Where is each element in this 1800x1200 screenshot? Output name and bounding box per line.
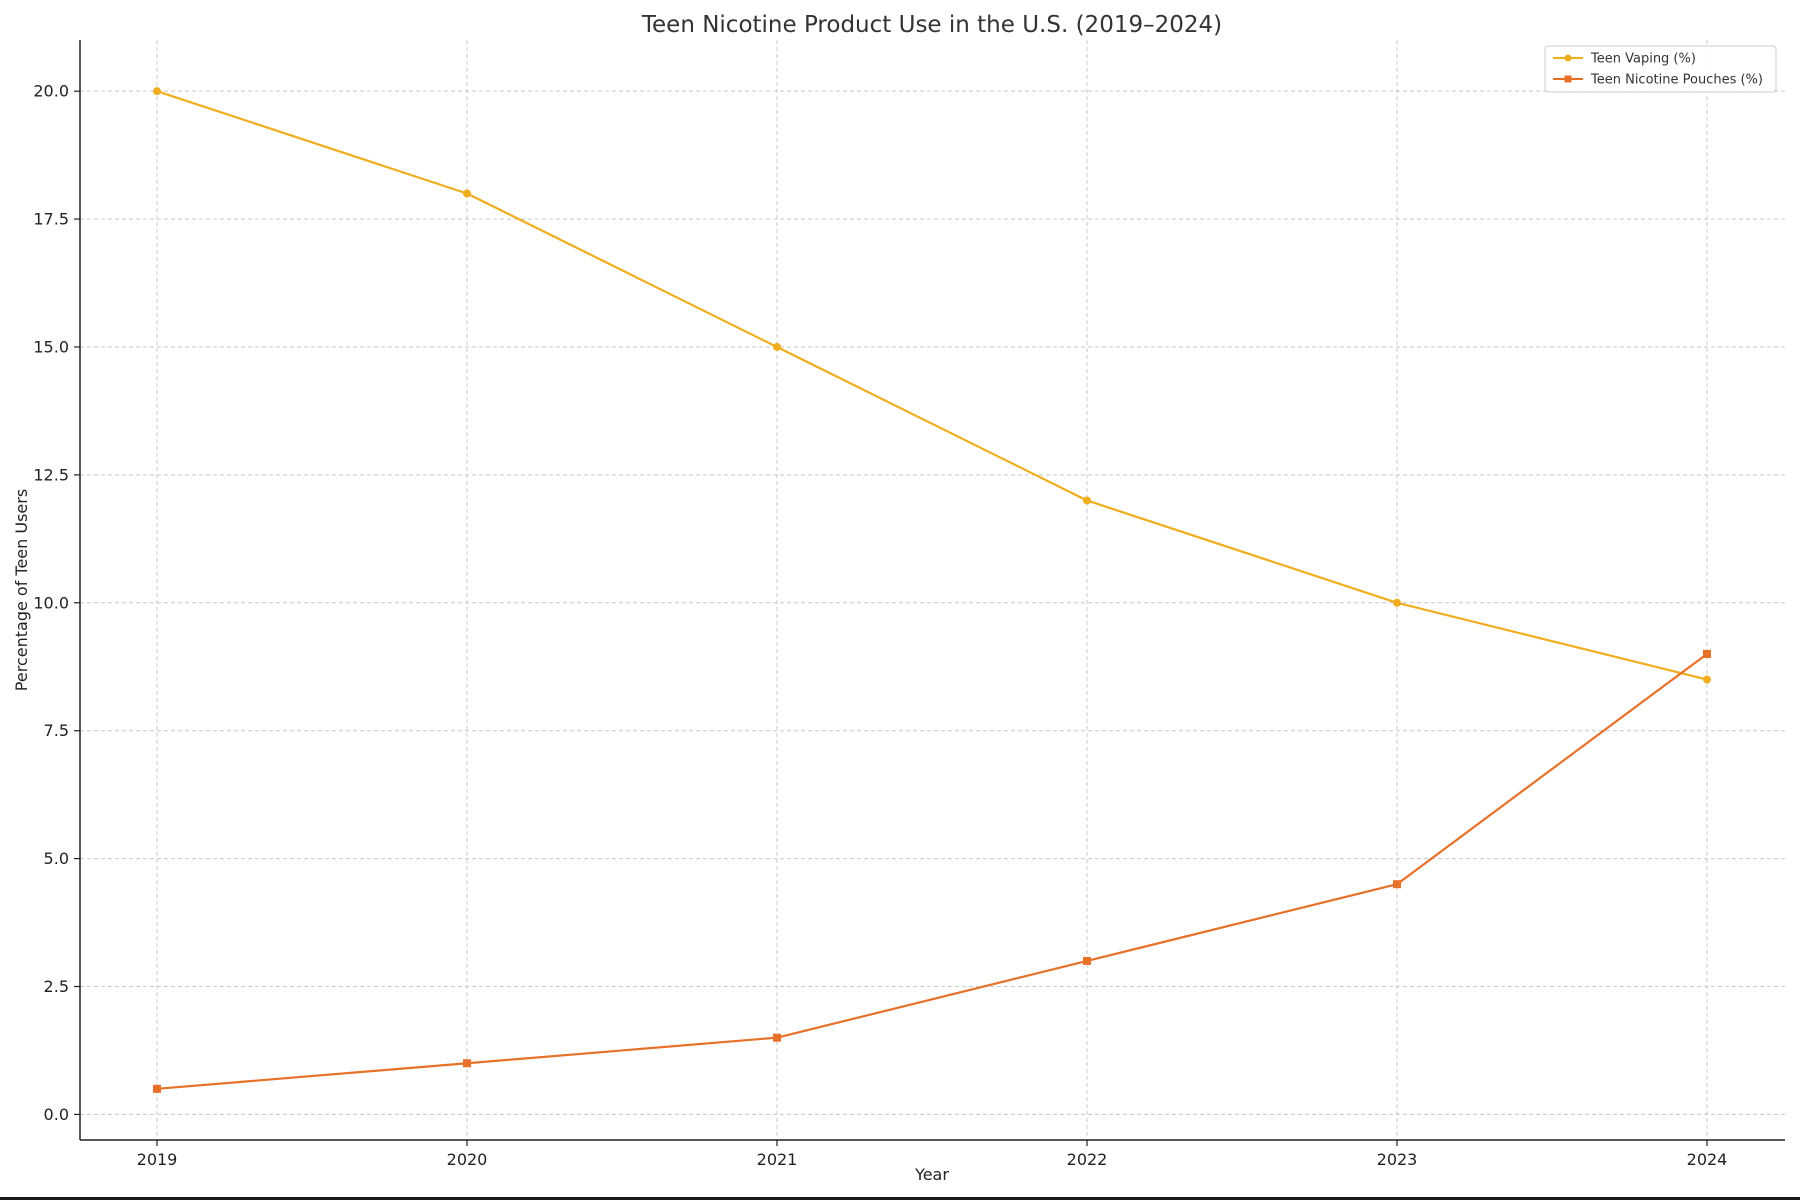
data-point-marker <box>463 189 471 198</box>
legend-label: Teen Nicotine Pouches (%) <box>1590 73 1763 88</box>
data-point-marker <box>153 1084 161 1093</box>
tick-labels: 0.0 2.5 5.0 7.5 10.0 12.5 15.0 17.5 20.0 2019 2020… <box>33 82 1727 1169</box>
x-tick-label: 2021 <box>757 1150 798 1169</box>
y-tick-label: 5.0 <box>44 849 69 868</box>
y-tick-label: 20.0 <box>33 82 69 101</box>
x-tick-label: 2020 <box>447 1150 488 1169</box>
series-line-2 <box>156 653 1708 1090</box>
data-point-marker <box>773 1033 781 1042</box>
series-group <box>153 87 1711 1093</box>
y-axis-label: Percentage of Teen Users <box>12 489 31 691</box>
y-tick-label: 17.5 <box>33 210 69 229</box>
axes <box>74 40 1785 1146</box>
data-point-marker <box>153 87 161 96</box>
data-point-marker <box>1703 675 1711 684</box>
y-tick-label: 2.5 <box>44 977 69 996</box>
x-tick-label: 2024 <box>1687 1150 1728 1169</box>
x-tick-label: 2023 <box>1377 1150 1418 1169</box>
chart-title: Teen Nicotine Product Use in the U.S. (2… <box>641 12 1222 38</box>
data-point-marker <box>1083 496 1091 505</box>
y-tick-label: 7.5 <box>44 721 69 740</box>
legend: Teen Vaping (%) Teen Nicotine Pouches (%) <box>1544 45 1777 93</box>
y-tick-label: 15.0 <box>33 337 69 356</box>
x-tick-label: 2019 <box>137 1150 178 1169</box>
legend-label: Teen Vaping (%) <box>1590 52 1696 67</box>
data-point-marker <box>463 1059 471 1068</box>
legend-swatch-marker <box>1564 75 1572 83</box>
legend-swatch-marker <box>1564 54 1572 62</box>
x-tick-label: 2022 <box>1067 1150 1108 1169</box>
y-tick-label: 0.0 <box>44 1105 69 1124</box>
grid <box>80 40 1785 1140</box>
y-tick-label: 12.5 <box>33 465 69 484</box>
data-point-marker <box>1393 598 1401 607</box>
legend-box <box>1544 45 1777 93</box>
data-point-marker <box>1083 956 1091 965</box>
bottom-border <box>0 1197 1800 1200</box>
data-point-marker <box>773 342 781 351</box>
y-tick-label: 10.0 <box>33 593 69 612</box>
data-point-marker <box>1703 649 1711 658</box>
series-line-1 <box>156 90 1708 681</box>
x-axis-label: Year <box>914 1165 949 1184</box>
data-point-marker <box>1393 880 1401 889</box>
